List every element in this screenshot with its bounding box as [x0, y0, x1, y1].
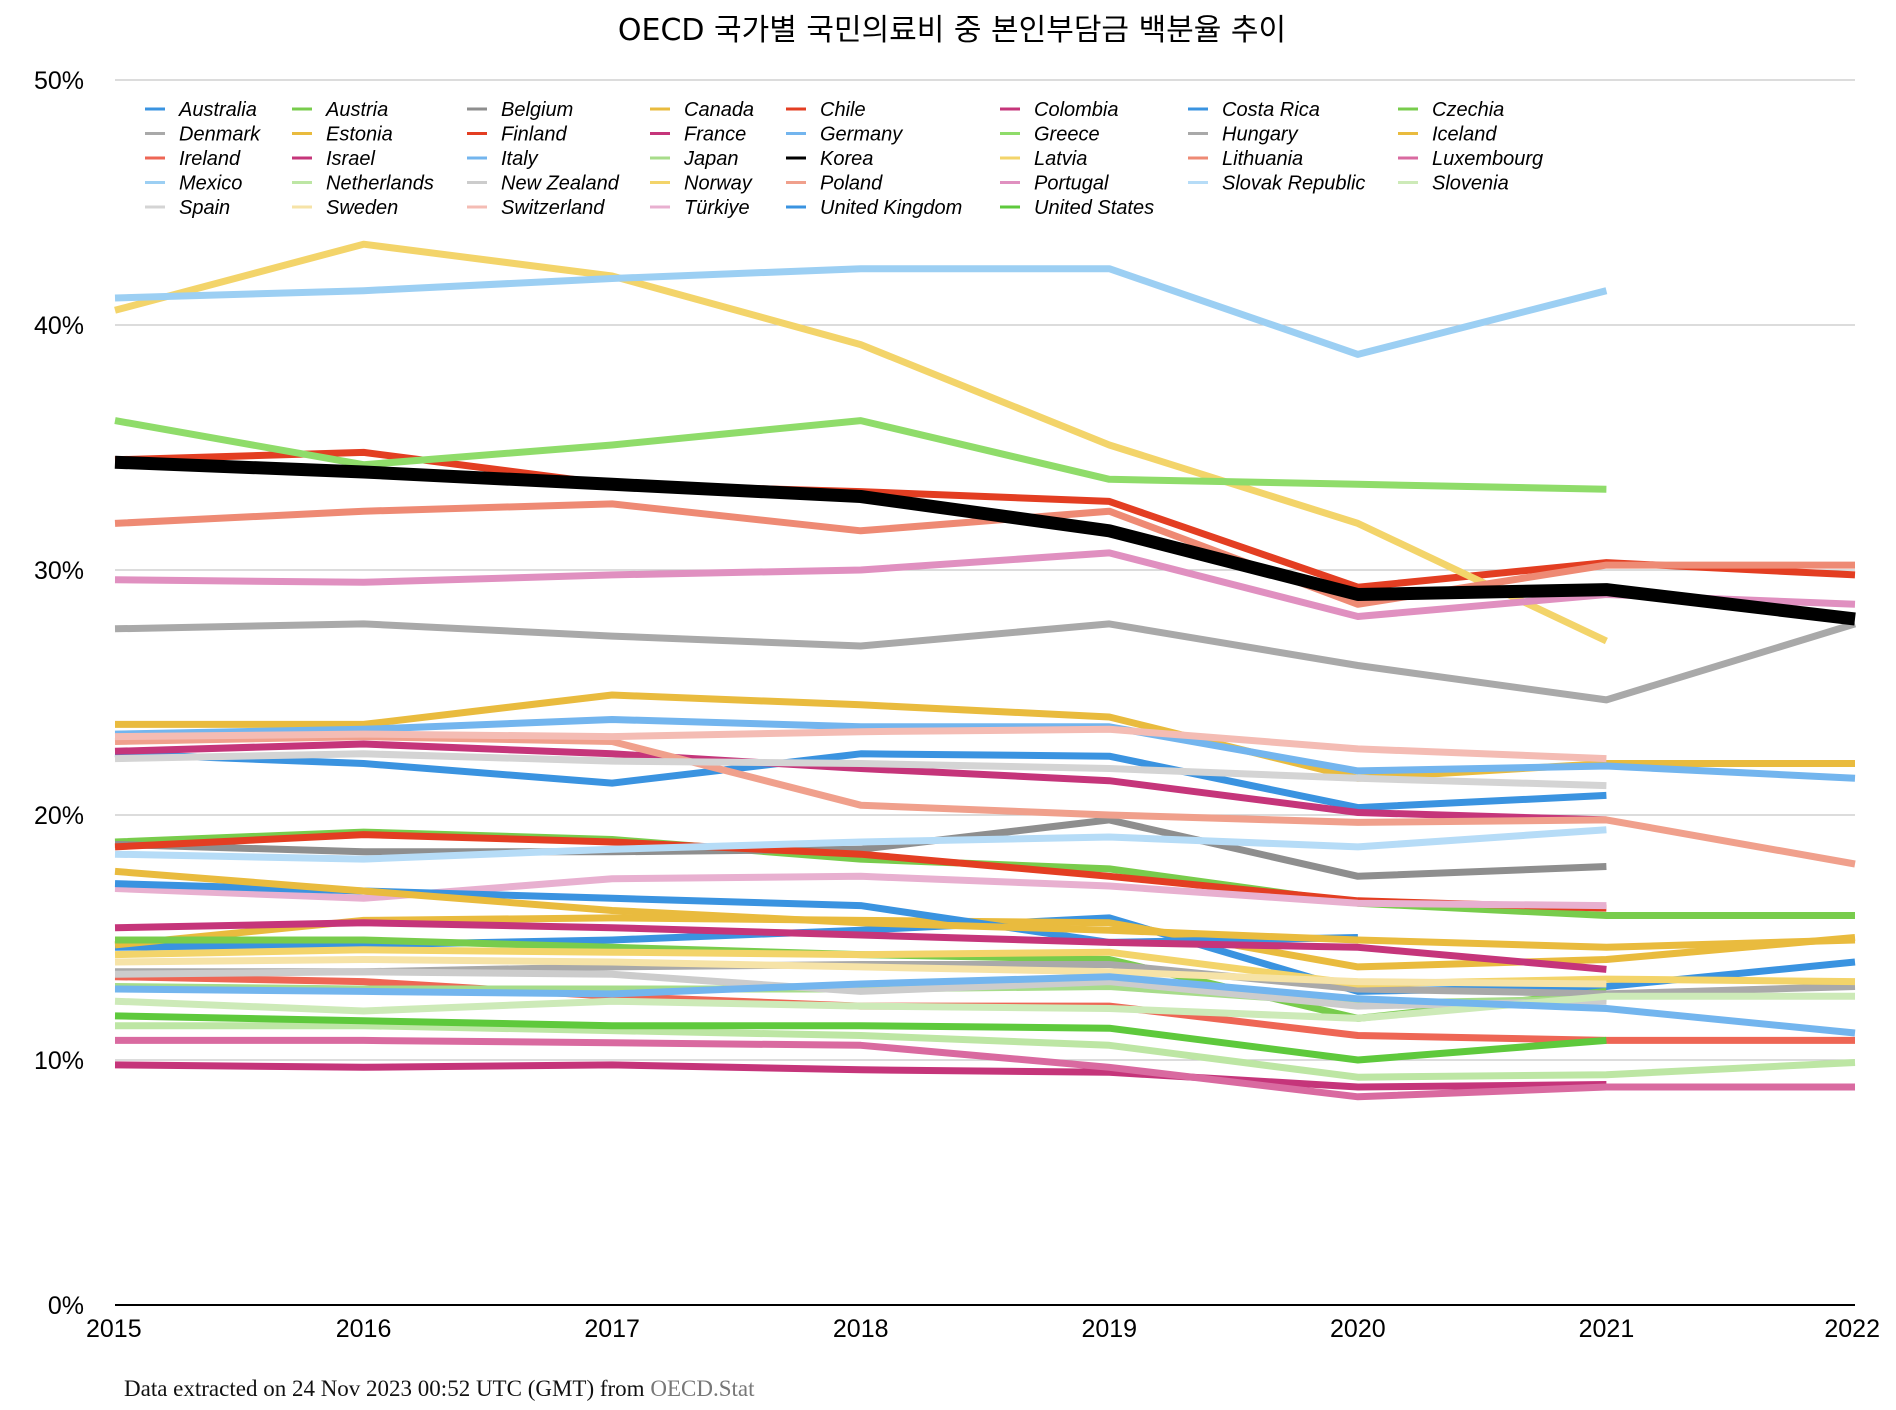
legend-label: Sweden: [326, 197, 398, 219]
series-line-netherlands: [115, 1022, 1856, 1081]
legend: Australia Austria Belgium Canada Chile Colomb…: [145, 99, 1543, 219]
legend-label: Netherlands: [326, 173, 434, 195]
series-line-costa-rica: [114, 750, 1607, 812]
series-line-mexico: [114, 265, 1608, 358]
x-tick-label: 2016: [336, 1315, 392, 1343]
y-tick-label: 0%: [48, 1292, 84, 1320]
series-line-korea: [114, 455, 1856, 626]
series-line-norway: [114, 946, 1856, 988]
series-line-israel: [114, 740, 1607, 824]
source-prefix: Data extracted on 24 Nov 2023 00:52 UTC …: [124, 1376, 651, 1401]
x-tick-label: 2021: [1579, 1315, 1635, 1343]
legend-label: Türkiye: [684, 197, 750, 219]
legend-label: Luxembourg: [1432, 148, 1543, 170]
legend-label: Norway: [684, 173, 753, 195]
legend-label: France: [684, 124, 746, 146]
legend-label: Ireland: [179, 148, 241, 170]
series-line-lithuania: [114, 500, 1855, 608]
legend-label: Hungary: [1222, 124, 1299, 146]
series-line-belgium: [114, 816, 1607, 880]
legend-label: Poland: [820, 173, 883, 195]
y-tick-label: 20%: [34, 802, 84, 830]
series-line-new-zealand: [114, 968, 1607, 1010]
chart-title: OECD 국가별 국민의료비 중 본인부담금 백분율 추이: [618, 13, 1286, 48]
series-line-italy: [114, 716, 1856, 782]
legend-label: Czechia: [1432, 99, 1504, 121]
legend-label: Denmark: [179, 124, 261, 146]
legend-label: Australia: [178, 99, 257, 121]
y-tick-label: 10%: [34, 1047, 84, 1075]
legend-label: Switzerland: [501, 197, 605, 219]
series-line-france: [114, 919, 1607, 973]
legend-label: Japan: [683, 148, 739, 170]
x-tick-label: 2019: [1081, 1315, 1137, 1343]
legend-label: New Zealand: [501, 173, 620, 195]
legend-label: Finland: [501, 124, 567, 146]
series-line-germany: [114, 973, 1856, 1037]
legend-label: Lithuania: [1222, 148, 1303, 170]
legend-label: Iceland: [1432, 124, 1497, 146]
series-line-portugal: [114, 549, 1856, 620]
series-line-slovak-republic: [114, 826, 1607, 863]
series-line-united-states: [114, 1012, 1607, 1064]
x-tick-label: 2022: [1824, 1315, 1880, 1343]
legend-label: Korea: [820, 148, 873, 170]
y-axis-ticks: 0% 10% 20% 30% 40% 50%: [34, 67, 84, 1320]
legend-label: Colombia: [1034, 99, 1118, 121]
legend-label: Italy: [501, 148, 539, 170]
legend-label: Austria: [325, 99, 388, 121]
legend-label: Spain: [179, 197, 230, 219]
legend-label: Germany: [820, 124, 903, 146]
series-lines: [114, 240, 1857, 1101]
legend-label: Belgium: [501, 99, 573, 121]
legend-label: United States: [1034, 197, 1154, 219]
legend-label: United Kingdom: [820, 197, 962, 219]
series-line-luxembourg: [115, 1036, 1855, 1101]
grid-lines: [115, 79, 1855, 1061]
x-tick-label: 2018: [833, 1315, 889, 1343]
legend-label: Chile: [820, 99, 866, 121]
series-line-iceland: [114, 867, 1856, 951]
x-tick-label: 2017: [584, 1315, 640, 1343]
y-tick-label: 40%: [34, 312, 84, 340]
legend-label: Slovak Republic: [1222, 173, 1365, 195]
x-tick-label: 2015: [86, 1315, 142, 1343]
source-link[interactable]: OECD.Stat: [650, 1376, 755, 1401]
y-tick-label: 30%: [34, 557, 84, 585]
legend-label: Canada: [684, 99, 754, 121]
series-line-t-rkiye: [114, 872, 1607, 910]
legend-label: Israel: [326, 148, 375, 170]
x-axis-ticks: 2015 2016 2017 2018 2019 2020 2021 2022: [86, 1315, 1880, 1343]
legend-label: Mexico: [179, 173, 242, 195]
x-tick-label: 2020: [1330, 1315, 1386, 1343]
series-line-spain: [114, 750, 1607, 790]
series-line-latvia: [114, 240, 1608, 645]
legend-label: Latvia: [1034, 148, 1087, 170]
line-chart: OECD 국가별 국민의료비 중 본인부담금 백분율 추이 0% 10% 20% 30…: [34, 13, 1880, 1343]
series-line-switzerland: [114, 725, 1607, 763]
series-line-slovenia: [114, 992, 1855, 1022]
series-line-greece: [114, 417, 1607, 493]
legend-label: Slovenia: [1432, 173, 1509, 195]
legend-label: Portugal: [1034, 173, 1109, 195]
legend-label: Estonia: [326, 124, 393, 146]
legend-label: Greece: [1034, 124, 1100, 146]
series-line-sweden: [114, 956, 1607, 988]
series-line-hungary: [114, 620, 1857, 704]
legend-label: Costa Rica: [1222, 99, 1320, 121]
series-line-chile: [114, 448, 1856, 591]
y-tick-label: 50%: [34, 67, 84, 95]
source-note: Data extracted on 24 Nov 2023 00:52 UTC …: [124, 1376, 754, 1402]
series-line-colombia: [114, 1061, 1607, 1091]
